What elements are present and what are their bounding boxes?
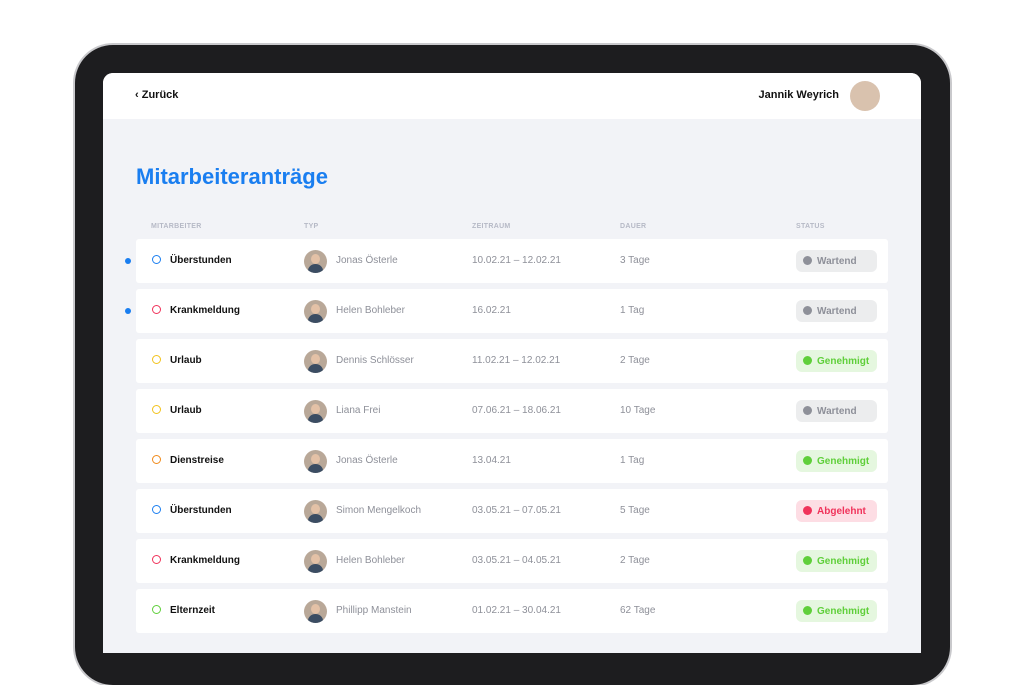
back-label[interactable]: Zurück [141,89,179,101]
status-badge[interactable]: Genehmigt [796,600,877,622]
employee-name: Simon Mengelkoch [336,505,422,516]
request-row[interactable]: Elternzeit Phillipp Manstein 01.02.21 – 30… [136,589,888,633]
type-icon [152,305,161,314]
type-icon [152,405,161,414]
employee-name: Helen Bohleber [336,305,405,316]
request-row[interactable]: Krankmeldung Helen Bohleber 16.02.21 1 Tag W… [136,289,888,333]
duration: 1 Tag [620,455,645,466]
period: 07.06.21 – 18.06.21 [472,405,561,416]
employee-avatar [304,300,327,323]
status-label: Wartend [817,256,857,267]
period: 13.04.21 [472,455,511,466]
type-icon [152,255,161,264]
status-badge[interactable]: Genehmigt [796,350,877,372]
duration: 10 Tage [620,405,656,416]
period: 03.05.21 – 04.05.21 [472,555,561,566]
status-icon [803,556,812,565]
request-row[interactable]: Krankmeldung Helen Bohleber 03.05.21 – 04.… [136,539,888,583]
employee-name: Phillipp Manstein [336,605,412,616]
screen: ‹ Zurück Jannik Weyrich Mitarbeiteranträ… [103,73,921,653]
column-header[interactable]: TYP [304,223,319,230]
unread-indicator [125,258,131,264]
request-type: Krankmeldung [170,555,241,566]
column-header[interactable]: STATUS [796,223,825,230]
request-type: Überstunden [170,505,232,516]
period: 16.02.21 [472,305,511,316]
status-icon [803,406,812,415]
status-badge[interactable]: Wartend [796,400,877,422]
column-header[interactable]: MITARBEITER [151,223,202,230]
request-type: Urlaub [170,405,202,416]
type-icon [152,455,161,464]
status-label: Wartend [817,306,857,317]
employee-name: Jonas Österle [336,255,398,266]
request-row[interactable]: Urlaub Dennis Schlösser 11.02.21 – 12.02.2… [136,339,888,383]
status-label: Genehmigt [817,556,870,567]
duration: 2 Tage [620,555,650,566]
duration: 3 Tage [620,255,650,266]
unread-indicator [125,308,131,314]
period: 11.02.21 – 12.02.21 [472,355,561,366]
status-icon [803,256,812,265]
request-type: Elternzeit [170,605,216,616]
status-label: Abgelehnt [817,506,866,517]
column-header[interactable]: ZEITRAUM [472,223,511,230]
request-type: Urlaub [170,355,202,366]
status-badge[interactable]: Wartend [796,250,877,272]
back-button[interactable]: ‹ Zurück [135,89,179,101]
type-icon [152,355,161,364]
user-avatar[interactable] [850,81,880,111]
status-badge[interactable]: Wartend [796,300,877,322]
duration: 1 Tag [620,305,645,316]
request-row[interactable]: Überstunden Simon Mengelkoch 03.05.21 – 07… [136,489,888,533]
page-title: Mitarbeiteranträge [136,164,328,189]
duration: 2 Tage [620,355,650,366]
type-icon [152,505,161,514]
employee-avatar [304,350,327,373]
status-label: Genehmigt [817,356,870,367]
employee-avatar [304,600,327,623]
period: 01.02.21 – 30.04.21 [472,605,561,616]
status-label: Genehmigt [817,456,870,467]
employee-name: Helen Bohleber [336,555,405,566]
period: 03.05.21 – 07.05.21 [472,505,561,516]
request-type: Krankmeldung [170,305,241,316]
employee-avatar [304,450,327,473]
employee-name: Jonas Österle [336,455,398,466]
status-label: Genehmigt [817,606,870,617]
user-name: Jannik Weyrich [758,89,840,101]
period: 10.02.21 – 12.02.21 [472,255,561,266]
status-badge[interactable]: Abgelehnt [796,500,877,522]
status-badge[interactable]: Genehmigt [796,450,877,472]
employee-avatar [304,500,327,523]
employee-name: Dennis Schlösser [336,355,414,366]
status-label: Wartend [817,406,857,417]
status-icon [803,606,812,615]
type-icon [152,555,161,564]
page: ‹ Zurück Jannik Weyrich Mitarbeiteranträ… [75,45,950,685]
status-icon [803,356,812,365]
status-badge[interactable]: Genehmigt [796,550,877,572]
duration: 62 Tage [620,605,656,616]
type-icon [152,605,161,614]
request-type: Überstunden [170,255,232,266]
request-row[interactable]: Dienstreise Jonas Österle 13.04.21 1 Tag Gen… [136,439,888,483]
employee-avatar [304,550,327,573]
employee-avatar [304,250,327,273]
request-type: Dienstreise [170,455,224,466]
status-icon [803,506,812,515]
duration: 5 Tage [620,505,650,516]
status-icon [803,306,812,315]
employee-name: Liana Frei [336,405,381,416]
top-bar: ‹ Zurück Jannik Weyrich [103,73,921,119]
request-row[interactable]: Überstunden Jonas Österle 10.02.21 – 12.02… [136,239,888,283]
column-header[interactable]: DAUER [620,223,647,230]
request-row[interactable]: Urlaub Liana Frei 07.06.21 – 18.06.21 10 Ta… [136,389,888,433]
employee-avatar [304,400,327,423]
status-icon [803,456,812,465]
